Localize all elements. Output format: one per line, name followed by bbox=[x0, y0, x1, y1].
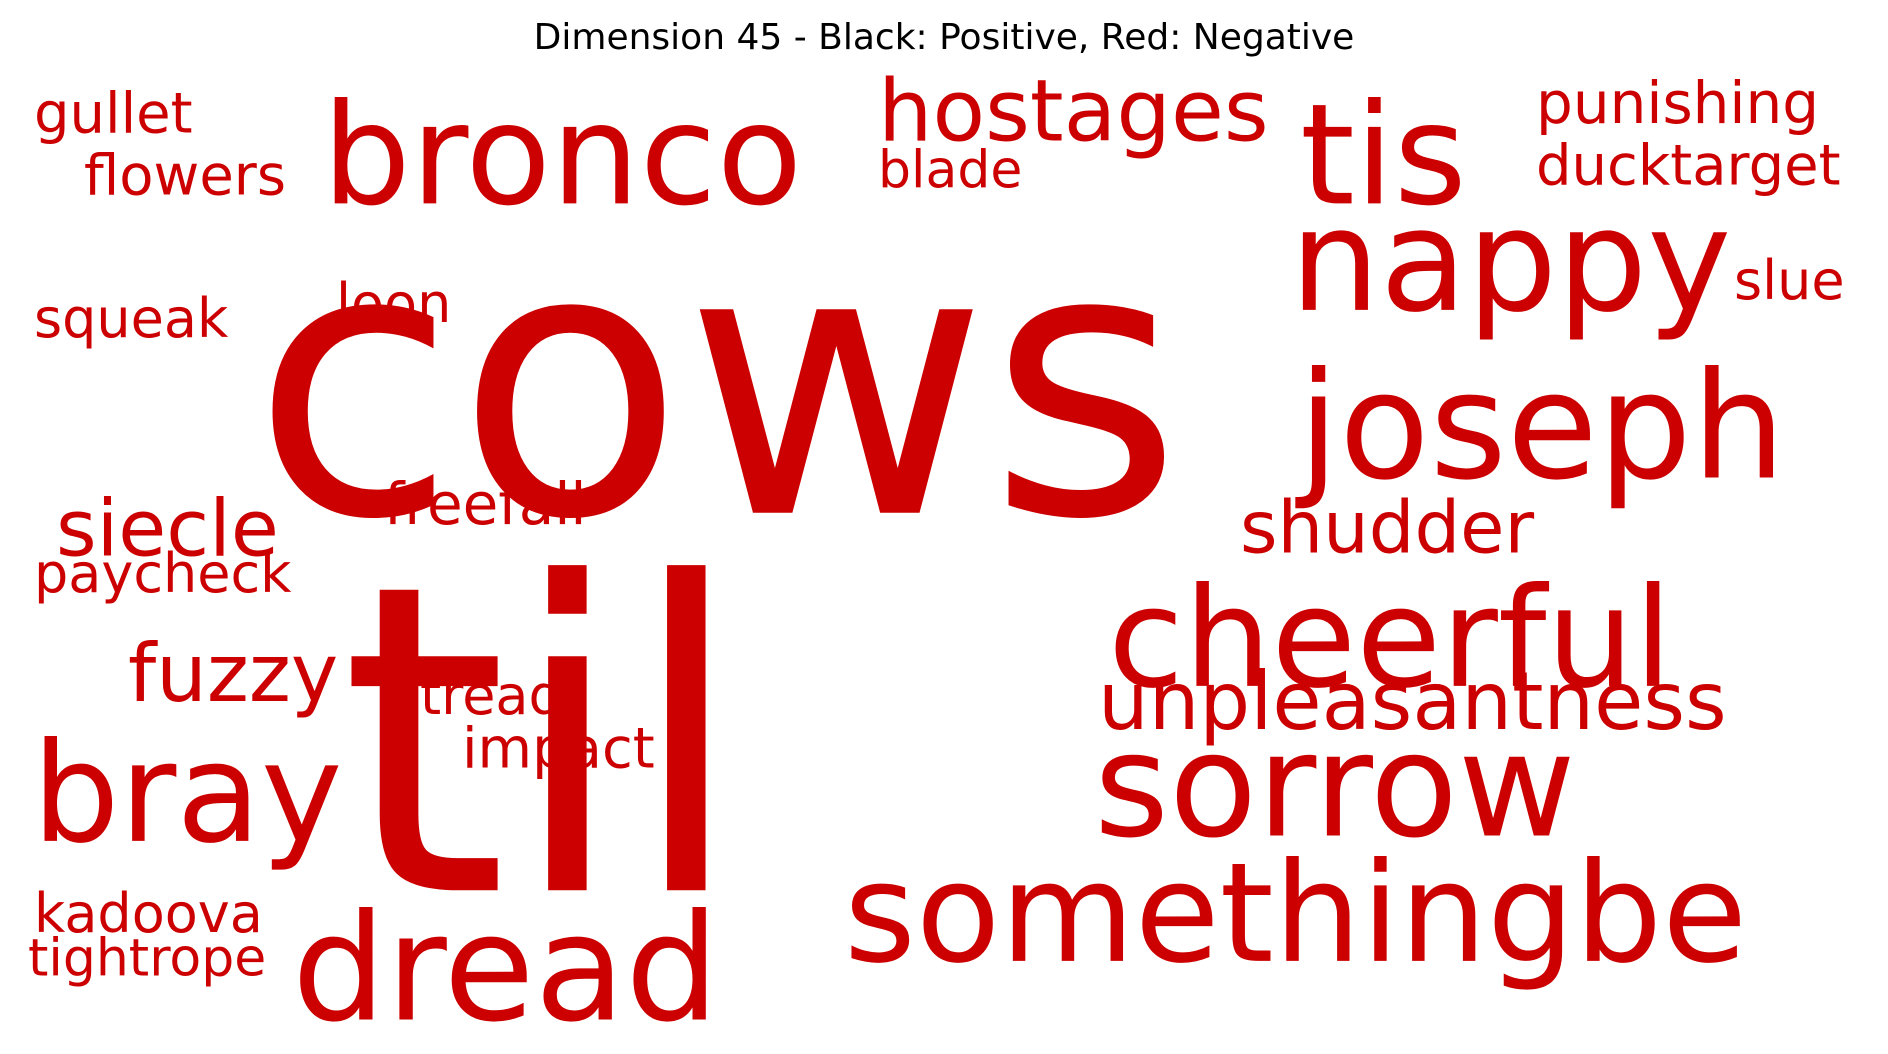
word-squeak: squeak bbox=[34, 287, 229, 351]
word-shudder: shudder bbox=[1240, 485, 1535, 570]
word-flowers: flowers bbox=[84, 143, 286, 209]
word-tis: tis bbox=[1300, 74, 1467, 238]
word-kadoova: kadoova bbox=[34, 882, 263, 946]
word-sorrow: sorrow bbox=[1094, 701, 1576, 870]
word-somethingbe: somethingbe bbox=[844, 832, 1748, 994]
word-siecle: siecle bbox=[56, 484, 279, 575]
word-fuzzy: fuzzy bbox=[128, 626, 339, 720]
word-blade: blade bbox=[878, 140, 1023, 201]
word-gullet: gullet bbox=[34, 81, 193, 147]
word-loon: loon bbox=[336, 272, 452, 336]
word-paycheck: paycheck bbox=[34, 542, 292, 606]
word-cloud: cows til bronco tis hostages blade punis… bbox=[28, 61, 1845, 1042]
word-joseph: joseph bbox=[1298, 340, 1786, 513]
word-tightrope: tightrope bbox=[28, 928, 267, 989]
word-punishing: punishing bbox=[1536, 69, 1820, 138]
word-slue: slue bbox=[1734, 249, 1845, 313]
word-bronco: bronco bbox=[322, 74, 803, 238]
word-bray: bray bbox=[32, 712, 343, 874]
word-hostages: hostages bbox=[878, 61, 1269, 162]
word-impact: impact bbox=[462, 716, 655, 782]
word-unpleasantness: unpleasantness bbox=[1098, 654, 1727, 748]
word-dread: dread bbox=[292, 882, 720, 1054]
word-tread: tread bbox=[420, 664, 563, 728]
word-ducktarget: ducktarget bbox=[1536, 133, 1841, 199]
word-til: til bbox=[340, 493, 746, 992]
word-freefall: freefall bbox=[384, 470, 587, 539]
chart-title: Dimension 45 - Black: Positive, Red: Neg… bbox=[533, 17, 1355, 58]
word-cows: cows bbox=[252, 167, 1183, 601]
word-nappy: nappy bbox=[1290, 178, 1732, 344]
word-cheerful: cheerful bbox=[1108, 557, 1673, 719]
